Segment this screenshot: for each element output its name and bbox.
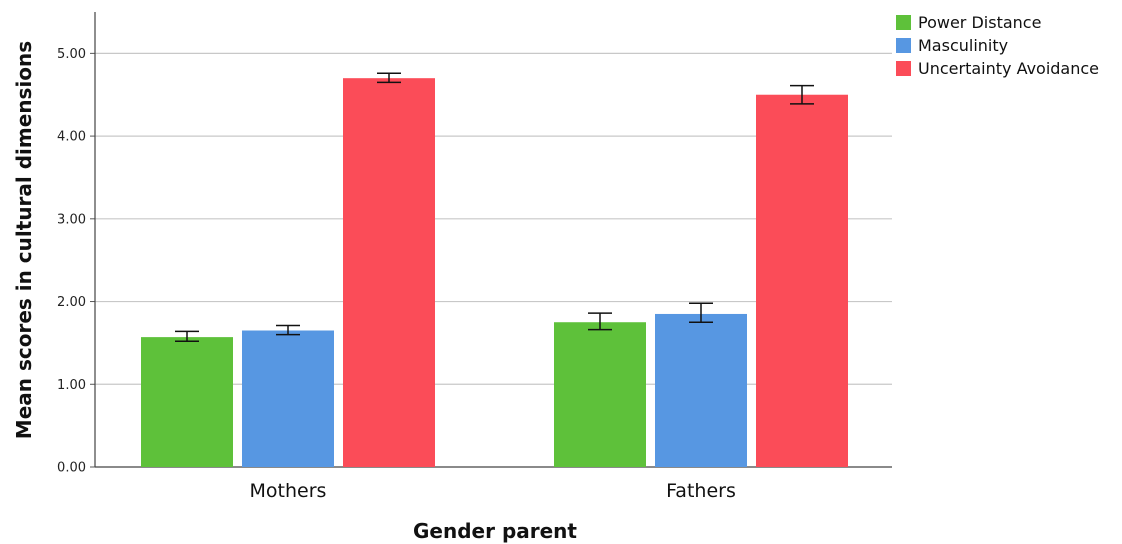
error-bar-mothers-power-distance <box>175 330 199 343</box>
y-tick-label: 3.00 <box>57 212 86 227</box>
y-tick-label: 2.00 <box>57 295 86 310</box>
axis-labels: 0.00 1.00 2.00 3.00 4.00 5.00 Mothers Fathers Ge… <box>12 41 736 543</box>
y-tick-label: 5.00 <box>57 47 86 62</box>
x-axis-title: Gender parent <box>413 519 577 543</box>
legend-swatch <box>896 38 911 53</box>
bars <box>141 78 848 468</box>
y-tick-label: 4.00 <box>57 130 86 145</box>
legend: Power Distance Masculinity Uncertainty Avo… <box>896 13 1099 78</box>
error-bar-mothers-masculinity <box>276 324 300 336</box>
bar-fathers-uncertainty-avoidance <box>756 94 848 468</box>
error-bar-fathers-power-distance <box>588 312 612 331</box>
bar-mothers-masculinity <box>242 330 334 467</box>
legend-label: Power Distance <box>918 13 1041 32</box>
y-tick-label: 0.00 <box>57 461 86 476</box>
bar-mothers-uncertainty-avoidance <box>343 78 435 467</box>
error-bar-fathers-masculinity <box>689 302 713 323</box>
y-axis-title: Mean scores in cultural dimensions <box>12 41 36 439</box>
x-category-label: Mothers <box>250 480 327 502</box>
bar-mothers-power-distance <box>141 337 233 467</box>
error-bar-mothers-uncertainty-avoidance <box>377 72 401 84</box>
legend-item-masculinity: Masculinity <box>896 36 1008 55</box>
error-bar-fathers-uncertainty-avoidance <box>790 84 814 105</box>
legend-label: Masculinity <box>918 36 1008 55</box>
error-bars <box>175 72 814 343</box>
legend-swatch <box>896 61 911 76</box>
legend-item-uncertainty-avoidance: Uncertainty Avoidance <box>896 59 1099 78</box>
x-category-label: Fathers <box>666 480 736 502</box>
bar-fathers-power-distance <box>554 322 646 467</box>
legend-swatch <box>896 15 911 30</box>
legend-label: Uncertainty Avoidance <box>918 59 1099 78</box>
legend-item-power-distance: Power Distance <box>896 13 1041 32</box>
y-tick-label: 1.00 <box>57 378 86 393</box>
bar-fathers-masculinity <box>655 313 747 467</box>
